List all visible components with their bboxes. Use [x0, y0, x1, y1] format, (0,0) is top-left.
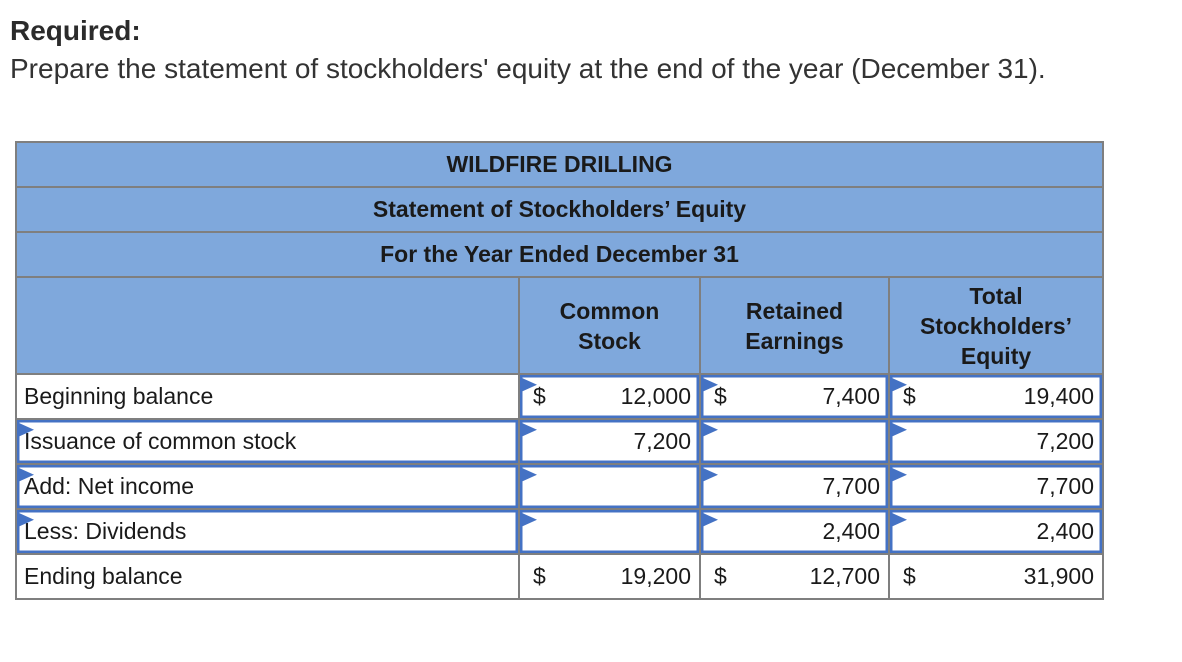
input-cell-flag-icon	[522, 423, 537, 437]
cell-beginning-retained-earnings[interactable]: $ 7,400	[699, 373, 890, 420]
table-row: Statement of Stockholders’ Equity	[14, 186, 1105, 233]
cell-dividends-retained-earnings[interactable]: 2,400	[699, 508, 890, 555]
input-cell-flag-icon	[703, 468, 718, 482]
column-header-blank	[15, 276, 520, 375]
cell-net-income-common-stock[interactable]	[518, 463, 701, 510]
table-row: Issuance of common stock 7,200 7,200	[15, 418, 1105, 465]
input-cell-flag-icon	[522, 513, 537, 527]
row-label-net-income-input[interactable]: Add: Net income	[15, 463, 520, 510]
cell-issuance-retained-earnings[interactable]	[699, 418, 890, 465]
column-header-common-stock: Common Stock	[518, 276, 701, 375]
cell-dividends-common-stock[interactable]	[518, 508, 701, 555]
input-cell-flag-icon	[703, 513, 718, 527]
instruction-text: Prepare the statement of stockholders' e…	[10, 53, 1046, 84]
input-cell-flag-icon	[892, 423, 907, 437]
row-label-issuance-input[interactable]: Issuance of common stock	[15, 418, 520, 465]
statement-of-stockholders-equity-table: WILDFIRE DRILLING Statement of Stockhold…	[14, 141, 1105, 600]
cell-net-income-total-equity[interactable]: 7,700	[887, 463, 1105, 510]
cell-ending-total-equity: $ 31,900	[887, 553, 1105, 600]
input-cell-flag-icon	[892, 513, 907, 527]
cell-ending-retained-earnings: $ 12,700	[699, 553, 890, 600]
column-header-total-equity: Total Stockholders’ Equity	[887, 276, 1105, 375]
company-name-title: WILDFIRE DRILLING	[14, 141, 1105, 188]
row-label-ending-balance: Ending balance	[15, 553, 520, 600]
cell-dividends-total-equity[interactable]: 2,400	[887, 508, 1105, 555]
table-row: Add: Net income 7,700 7,700	[15, 463, 1105, 510]
column-header-retained-earnings: Retained Earnings	[699, 276, 890, 375]
input-cell-flag-icon	[703, 423, 718, 437]
cell-issuance-total-equity[interactable]: 7,200	[887, 418, 1105, 465]
row-label-dividends-input[interactable]: Less: Dividends	[15, 508, 520, 555]
cell-ending-common-stock: $ 19,200	[518, 553, 701, 600]
statement-title: Statement of Stockholders’ Equity	[14, 186, 1105, 233]
input-cell-flag-icon	[522, 468, 537, 482]
cell-beginning-common-stock[interactable]: $ 12,000	[518, 373, 701, 420]
period-title: For the Year Ended December 31	[14, 231, 1105, 278]
instruction-block: Required: Prepare the statement of stock…	[10, 12, 1175, 88]
cell-net-income-retained-earnings[interactable]: 7,700	[699, 463, 890, 510]
table-row: Ending balance $ 19,200 $ 12,700 $ 31,90…	[15, 553, 1105, 600]
cell-beginning-total-equity[interactable]: $ 19,400	[887, 373, 1105, 420]
table-row: WILDFIRE DRILLING	[14, 141, 1105, 188]
required-label: Required:	[10, 15, 141, 46]
table-row: For the Year Ended December 31	[14, 231, 1105, 278]
cell-issuance-common-stock[interactable]: 7,200	[518, 418, 701, 465]
column-header-row: Common Stock Retained Earnings Total Sto…	[15, 276, 1105, 375]
row-label-beginning-balance: Beginning balance	[15, 373, 520, 420]
input-cell-flag-icon	[892, 468, 907, 482]
table-row: Less: Dividends 2,400 2,400	[15, 508, 1105, 555]
table-row: Beginning balance $ 12,000 $ 7,400 $ 19,…	[15, 373, 1105, 420]
